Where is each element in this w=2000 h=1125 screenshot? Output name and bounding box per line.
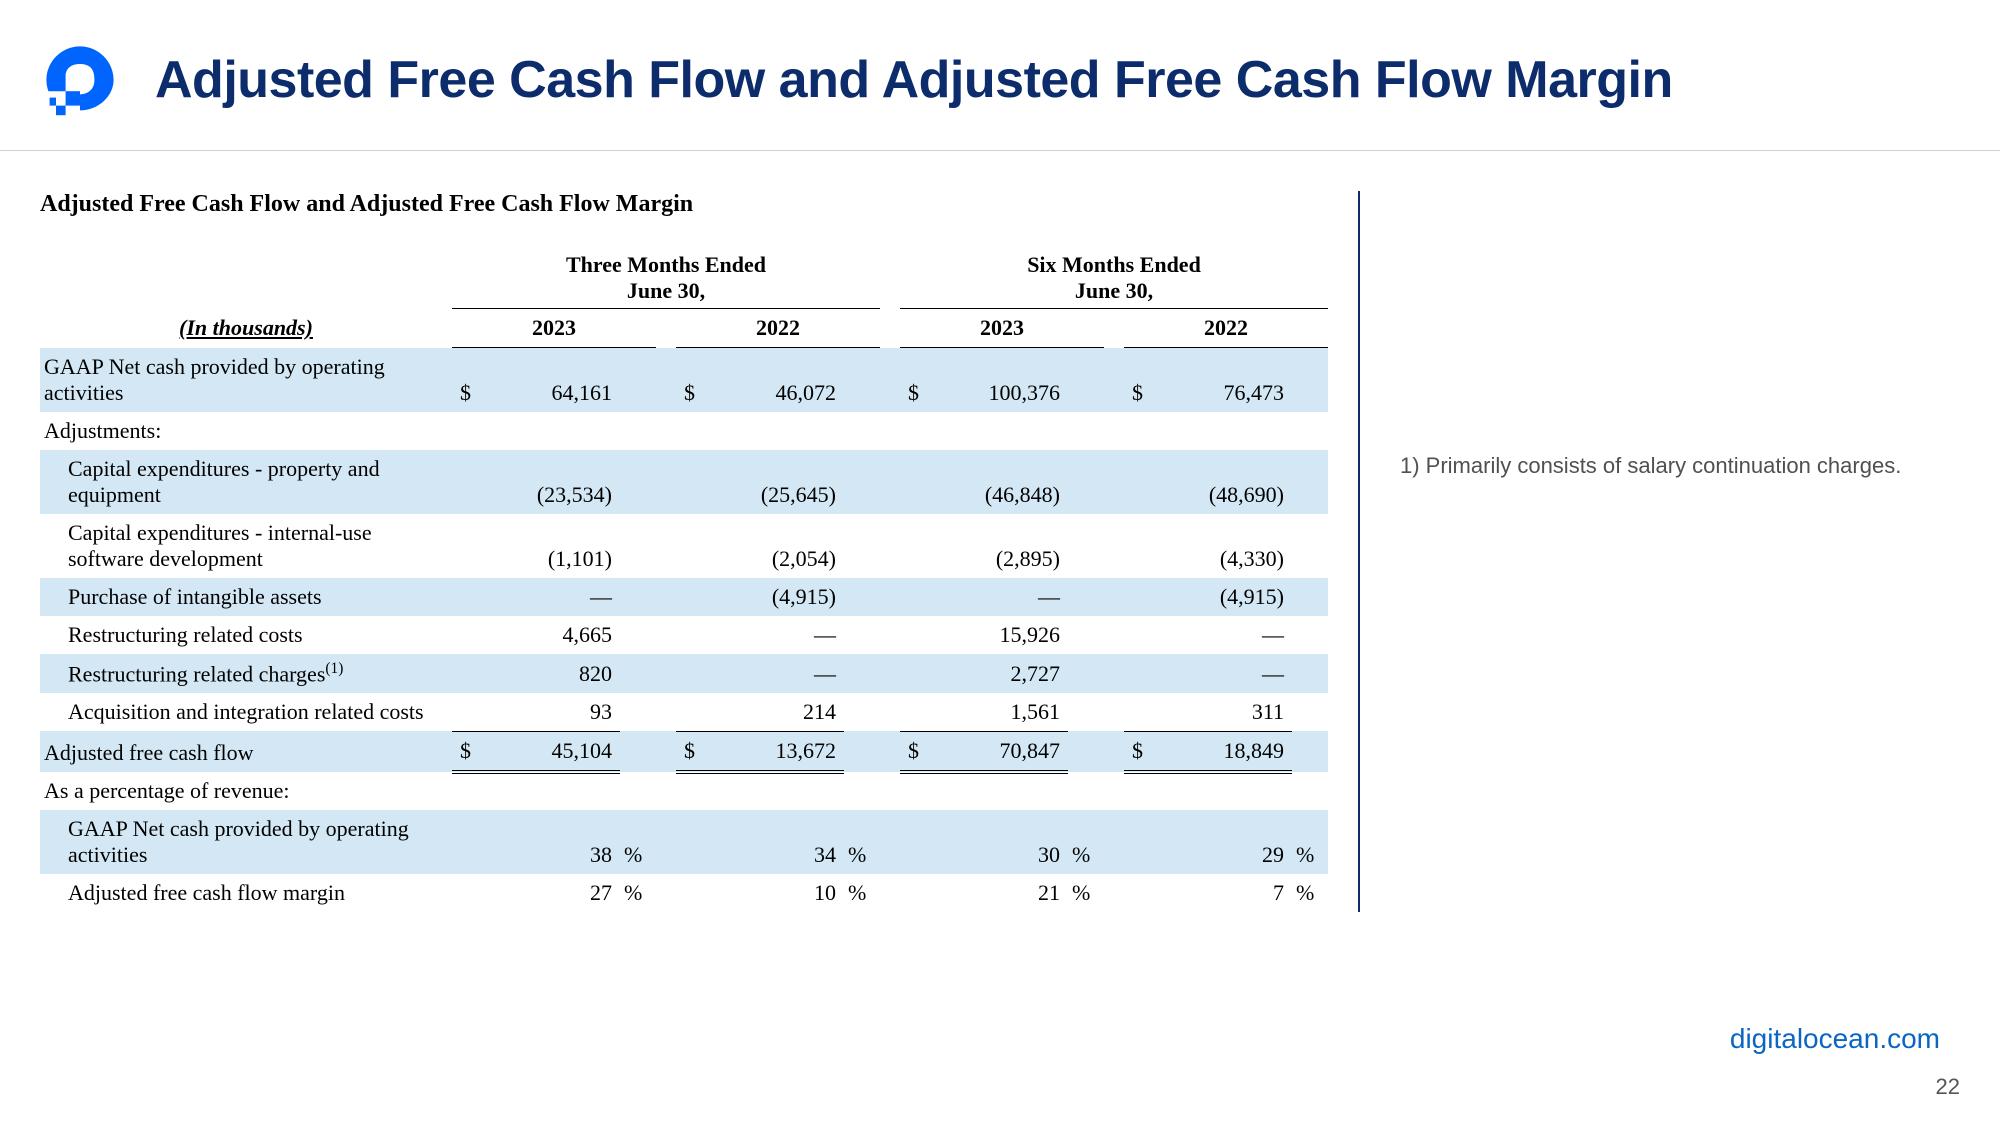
row-label: Adjusted free cash flow margin — [40, 874, 452, 912]
row-label: Capital expenditures - internal-use soft… — [40, 514, 452, 578]
table-row: GAAP Net cash provided by operating acti… — [40, 348, 1328, 412]
period-three-month-l2: June 30, — [627, 278, 705, 303]
col-tm-2023: 2023 — [452, 309, 656, 348]
table-section: Adjusted Free Cash Flow and Adjusted Fre… — [40, 191, 1360, 912]
col-tm-2022: 2022 — [676, 309, 880, 348]
table-row: Purchase of intangible assets — (4,915) … — [40, 578, 1328, 616]
table-subtitle: Adjusted Free Cash Flow and Adjusted Fre… — [40, 191, 1328, 218]
row-label: Purchase of intangible assets — [40, 578, 452, 616]
table-row: Capital expenditures - internal-use soft… — [40, 514, 1328, 578]
table-row: Capital expenditures - property and equi… — [40, 450, 1328, 514]
table-row: Adjustments: — [40, 412, 1328, 450]
row-label: Acquisition and integration related cost… — [40, 693, 452, 732]
period-six-month-l2: June 30, — [1075, 278, 1153, 303]
footnote-area: 1) Primarily consists of salary continua… — [1360, 191, 1960, 912]
row-label: As a percentage of revenue: — [40, 772, 452, 810]
row-label: GAAP Net cash provided by operating acti… — [40, 348, 452, 412]
row-label: Restructuring related charges(1) — [40, 654, 452, 693]
page-title: Adjusted Free Cash Flow and Adjusted Fre… — [155, 50, 1673, 110]
row-label: GAAP Net cash provided by operating acti… — [40, 810, 452, 874]
period-three-month-l1: Three Months Ended — [566, 252, 766, 277]
col-sm-2022: 2022 — [1124, 309, 1328, 348]
footnote-text: 1) Primarily consists of salary continua… — [1400, 451, 1960, 482]
financial-table: Three Months Ended June 30, Six Months E… — [40, 248, 1328, 912]
footer-brand-link: digitalocean.com — [1730, 1023, 1940, 1055]
row-label: Adjusted free cash flow — [40, 731, 452, 772]
table-row: Acquisition and integration related cost… — [40, 693, 1328, 732]
header: Adjusted Free Cash Flow and Adjusted Fre… — [0, 0, 2000, 151]
col-sm-2023: 2023 — [900, 309, 1104, 348]
row-label: Adjustments: — [40, 412, 452, 450]
brand-logo-icon — [40, 40, 120, 120]
table-row: Adjusted free cash flow $45,104 $13,672 … — [40, 731, 1328, 772]
table-row: Adjusted free cash flow margin 27% 10% 2… — [40, 874, 1328, 912]
table-row: As a percentage of revenue: — [40, 772, 1328, 810]
table-row: GAAP Net cash provided by operating acti… — [40, 810, 1328, 874]
units-label: (In thousands) — [40, 309, 452, 348]
table-row: Restructuring related charges(1) 820 — 2… — [40, 654, 1328, 693]
table-row: Restructuring related costs 4,665 — 15,9… — [40, 616, 1328, 654]
row-label: Restructuring related costs — [40, 616, 452, 654]
content-area: Adjusted Free Cash Flow and Adjusted Fre… — [0, 151, 2000, 952]
period-six-month-l1: Six Months Ended — [1027, 252, 1201, 277]
page-number: 22 — [1936, 1074, 1960, 1100]
row-label: Capital expenditures - property and equi… — [40, 450, 452, 514]
